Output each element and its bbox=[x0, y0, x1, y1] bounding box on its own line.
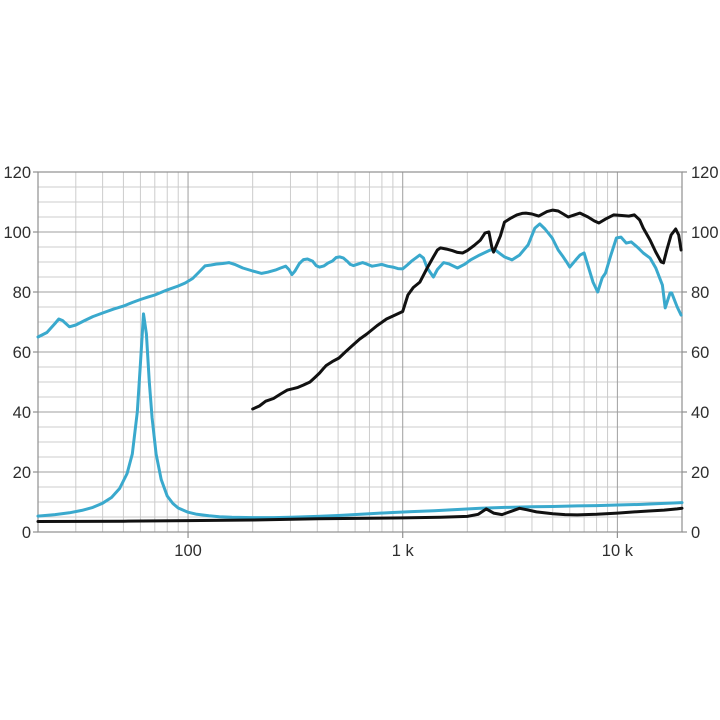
x-axis-label: 100 bbox=[174, 542, 202, 560]
y-axis-right-label: 80 bbox=[691, 284, 709, 302]
x-axis-label: 10 k bbox=[602, 542, 634, 560]
y-axis-right-label: 60 bbox=[691, 344, 709, 362]
axis-labels: 120 100 80 60 40 20 0 120 100 80 60 40 20 0 100 1 k 10 k bbox=[3, 164, 718, 560]
curve-woofer-response bbox=[36, 222, 683, 339]
axis-ticks bbox=[33, 171, 687, 538]
curves bbox=[36, 208, 684, 523]
y-axis-right-label: 0 bbox=[691, 524, 700, 542]
y-axis-left-label: 120 bbox=[3, 164, 31, 182]
y-axis-right-label: 120 bbox=[691, 164, 719, 182]
grid-major-lines bbox=[38, 172, 682, 532]
y-axis-left-label: 40 bbox=[13, 404, 31, 422]
y-axis-left-label: 80 bbox=[13, 284, 31, 302]
y-axis-left-label: 20 bbox=[13, 464, 31, 482]
curve-driver-impedance bbox=[36, 506, 684, 523]
y-axis-left-label: 0 bbox=[22, 524, 31, 542]
y-axis-right-label: 100 bbox=[691, 224, 719, 242]
y-axis-right-label: 40 bbox=[691, 404, 709, 422]
y-axis-left-label: 100 bbox=[3, 224, 31, 242]
y-axis-left-label: 60 bbox=[13, 344, 31, 362]
curve-driver-response bbox=[251, 208, 683, 411]
y-axis-right-label: 20 bbox=[691, 464, 709, 482]
x-axis-label: 1 k bbox=[392, 542, 415, 560]
